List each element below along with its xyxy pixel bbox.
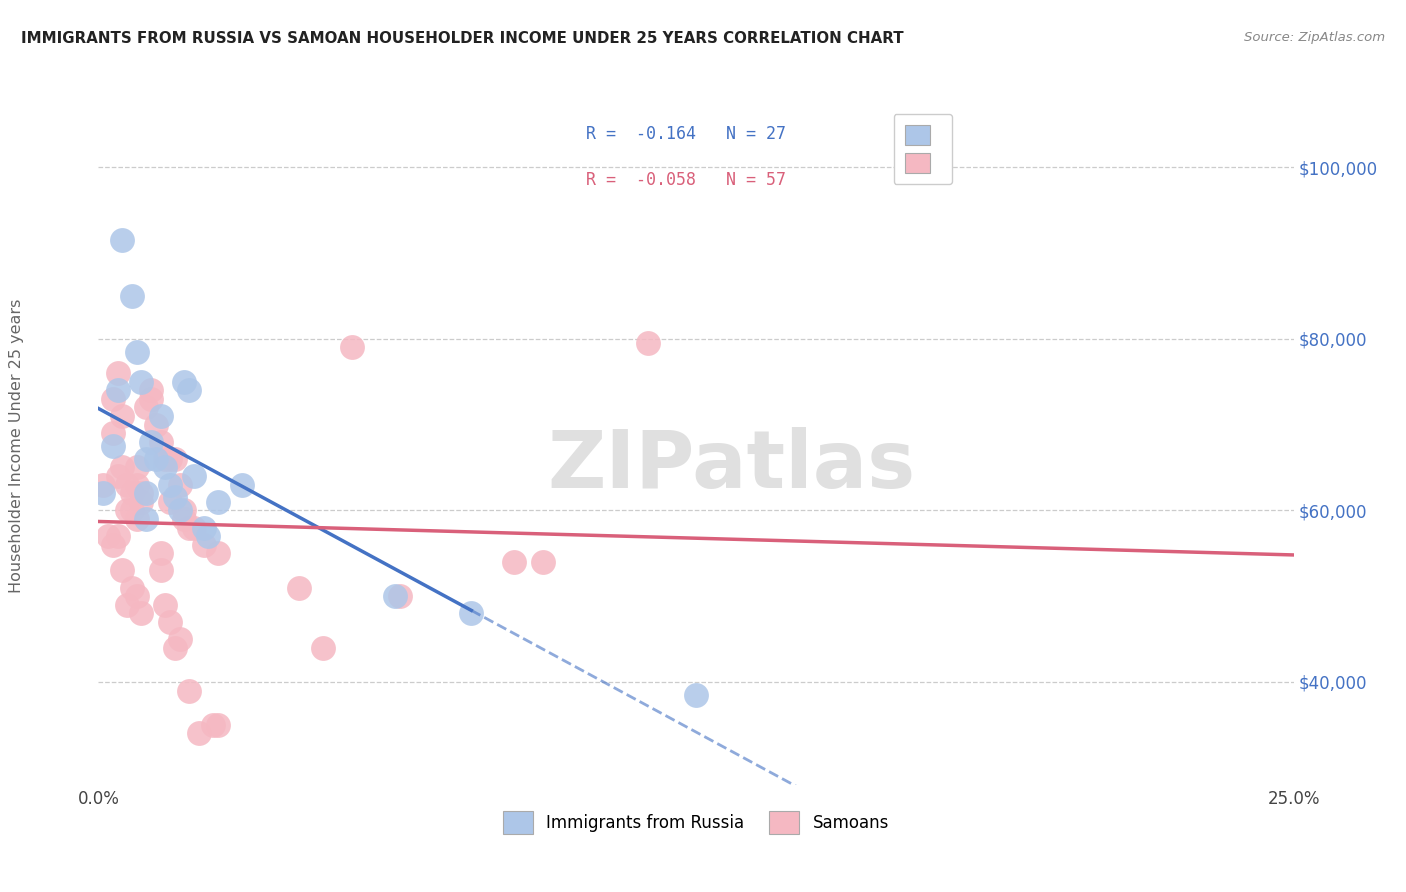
Point xyxy=(145,417,167,432)
Point xyxy=(125,512,148,526)
Point xyxy=(101,538,124,552)
Point xyxy=(121,289,143,303)
Point xyxy=(139,392,162,406)
Point xyxy=(111,233,134,247)
Point xyxy=(207,495,229,509)
Point xyxy=(155,598,177,612)
Point xyxy=(107,366,129,380)
Point xyxy=(183,469,205,483)
Point xyxy=(159,615,181,629)
Point xyxy=(131,607,153,621)
Point xyxy=(179,383,201,397)
Text: IMMIGRANTS FROM RUSSIA VS SAMOAN HOUSEHOLDER INCOME UNDER 25 YEARS CORRELATION C: IMMIGRANTS FROM RUSSIA VS SAMOAN HOUSEHO… xyxy=(21,31,904,46)
Point xyxy=(173,503,195,517)
Point xyxy=(384,589,406,603)
Point xyxy=(159,477,181,491)
Point xyxy=(179,520,201,534)
Point xyxy=(111,563,134,577)
Text: R =  -0.058   N = 57: R = -0.058 N = 57 xyxy=(586,170,786,189)
Point xyxy=(135,451,157,466)
Point xyxy=(179,683,201,698)
Point xyxy=(111,460,134,475)
Point xyxy=(231,477,253,491)
Legend: Immigrants from Russia, Samoans: Immigrants from Russia, Samoans xyxy=(494,801,898,845)
Point xyxy=(159,451,181,466)
Point xyxy=(187,726,209,740)
Point xyxy=(637,336,659,351)
Point xyxy=(169,477,191,491)
Point xyxy=(163,491,186,505)
Point xyxy=(503,555,526,569)
Point xyxy=(288,581,311,595)
Point xyxy=(149,563,172,577)
Point xyxy=(207,718,229,732)
Point xyxy=(139,383,162,397)
Point xyxy=(107,383,129,397)
Text: ZIPatlas: ZIPatlas xyxy=(548,427,915,506)
Point xyxy=(149,409,172,423)
Point xyxy=(202,718,225,732)
Point xyxy=(131,495,153,509)
Point xyxy=(101,439,124,453)
Point xyxy=(125,344,148,359)
Point xyxy=(155,451,177,466)
Point xyxy=(125,477,148,491)
Point xyxy=(155,460,177,475)
Point xyxy=(131,375,153,389)
Point xyxy=(101,426,124,441)
Point xyxy=(163,640,186,655)
Point xyxy=(135,401,157,415)
Point xyxy=(173,512,195,526)
Point xyxy=(340,340,363,354)
Point xyxy=(169,503,191,517)
Point xyxy=(121,486,143,500)
Point xyxy=(125,460,148,475)
Point xyxy=(115,477,138,491)
Point xyxy=(163,451,186,466)
Point xyxy=(149,546,172,560)
Point xyxy=(97,529,120,543)
Point xyxy=(107,469,129,483)
Point xyxy=(531,555,554,569)
Point xyxy=(91,486,114,500)
Point xyxy=(193,538,215,552)
Point xyxy=(173,375,195,389)
Point xyxy=(115,598,138,612)
Text: Householder Income Under 25 years: Householder Income Under 25 years xyxy=(10,299,24,593)
Point xyxy=(131,486,153,500)
Point xyxy=(135,486,157,500)
Point xyxy=(388,589,411,603)
Point xyxy=(115,503,138,517)
Point xyxy=(111,409,134,423)
Point xyxy=(107,529,129,543)
Point xyxy=(121,581,143,595)
Point xyxy=(460,607,482,621)
Point xyxy=(193,520,215,534)
Point xyxy=(183,520,205,534)
Text: R =  -0.164   N = 27: R = -0.164 N = 27 xyxy=(586,126,786,144)
Point xyxy=(685,688,707,702)
Point xyxy=(149,434,172,449)
Point xyxy=(169,632,191,646)
Point xyxy=(101,392,124,406)
Point xyxy=(159,495,181,509)
Point xyxy=(207,546,229,560)
Point xyxy=(139,434,162,449)
Point xyxy=(312,640,335,655)
Point xyxy=(121,503,143,517)
Point xyxy=(125,589,148,603)
Text: Source: ZipAtlas.com: Source: ZipAtlas.com xyxy=(1244,31,1385,45)
Point xyxy=(91,477,114,491)
Point xyxy=(135,512,157,526)
Point xyxy=(197,529,219,543)
Point xyxy=(145,451,167,466)
